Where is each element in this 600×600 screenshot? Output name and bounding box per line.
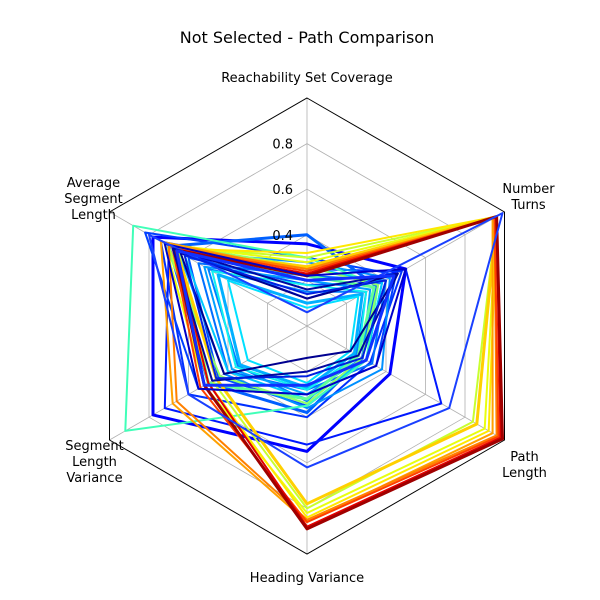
axis-label-line: Length	[502, 466, 547, 481]
series-line-31	[183, 254, 387, 380]
chart-title: Not Selected - Path Comparison	[180, 28, 434, 47]
series-line-10	[216, 273, 364, 390]
axis-label-line: Turns	[510, 198, 546, 213]
series-line-30	[175, 249, 396, 387]
axis-label-line: Reachability Set Coverage	[221, 71, 393, 86]
series-line-28	[148, 212, 504, 469]
tick-label-1: 0.4	[272, 229, 293, 244]
axis-label-line: Variance	[66, 471, 122, 486]
series-line-26	[163, 242, 407, 396]
axis-label-line: Heading Variance	[250, 571, 364, 586]
axis-label-segment-length-variance: Segment Length Variance	[65, 439, 124, 486]
radar-grid	[109, 97, 505, 555]
tick-label-2: 0.6	[272, 183, 293, 198]
series-line-13	[211, 270, 368, 391]
axis-label-line: Segment	[65, 439, 124, 454]
series-line-12	[227, 279, 360, 384]
axis-label-line: Segment	[64, 192, 123, 207]
axis-label-line: Length	[72, 455, 117, 470]
axis-label-heading-variance: Heading Variance	[250, 571, 364, 586]
axis-label-line: Path	[510, 450, 539, 465]
axis-label-line: Number	[502, 182, 555, 197]
spoke-path-length	[306, 325, 505, 441]
axis-label-average-segment-length: Average Segment Length	[64, 176, 123, 223]
axis-label-line: Average	[67, 176, 120, 191]
axis-label-reachability: Reachability Set Coverage	[221, 71, 393, 86]
tick-label-3: 0.8	[272, 138, 293, 153]
axis-label-number-turns: Number Turns	[502, 182, 555, 213]
radial-tick-labels: 0.4 0.6 0.8	[272, 138, 293, 244]
axis-label-line: Length	[71, 208, 116, 223]
axis-label-path-length: Path Length	[502, 450, 547, 481]
radar-frame	[109, 97, 505, 555]
radar-series	[124, 212, 504, 531]
axis-labels: Reachability Set Coverage Number Turns Path…	[64, 71, 555, 586]
series-line-29	[171, 247, 399, 382]
